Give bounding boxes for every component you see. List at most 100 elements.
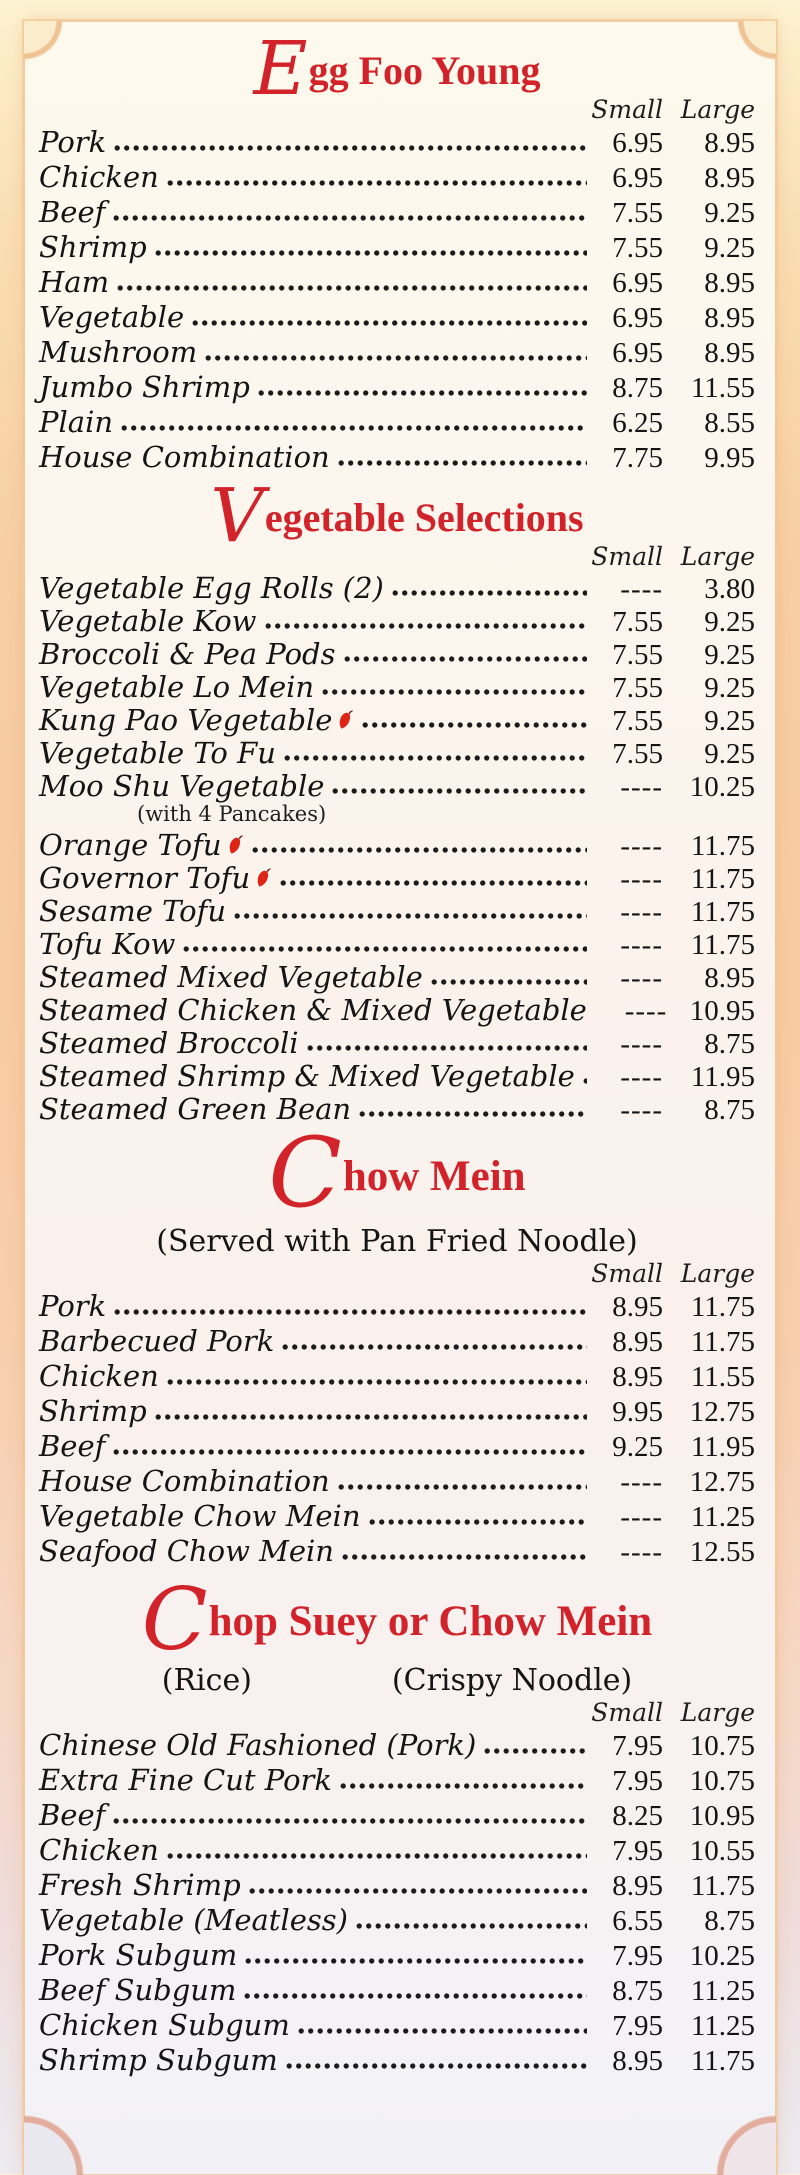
menu-item-name: Shrimp	[39, 229, 147, 264]
price-large: 9.25	[704, 737, 755, 770]
menu-item-row: Steamed Green Bean ---- 8.75	[39, 1091, 755, 1126]
menu-item-name: House Combination	[39, 1463, 330, 1498]
column-header-small: Small	[591, 1698, 663, 1728]
menu-item-name: Governor Tofu	[39, 860, 251, 895]
price-small: 9.95	[612, 1395, 663, 1428]
section-vegetable-selections: Vegetable Selections Small Large Vegetable …	[39, 479, 755, 1126]
price-large: 11.75	[690, 829, 755, 862]
column-headers: Small Large	[39, 1698, 755, 1728]
column-header-large: Large	[680, 1258, 755, 1288]
dot-leader	[285, 2060, 587, 2071]
column-header-small: Small	[591, 1258, 663, 1288]
price-small: ----	[620, 1500, 663, 1533]
menu-item-row: Kung Pao Vegetable 7.55 9.25	[39, 703, 755, 737]
dot-leader	[282, 1341, 587, 1352]
menu-item-name: Mushroom	[39, 334, 198, 369]
menu-item-row: Beef 7.55 9.25	[39, 195, 755, 230]
dot-leader	[306, 1042, 587, 1053]
price-large: 8.95	[704, 301, 755, 334]
price-small: 8.95	[612, 1325, 663, 1358]
menu-item-name: Beef	[39, 194, 106, 229]
price-small: 8.75	[612, 1974, 663, 2007]
dot-leader	[117, 282, 587, 293]
dot-leader	[430, 976, 587, 987]
dot-leader	[343, 653, 587, 664]
price-small: ----	[620, 961, 663, 994]
menu-item-name: Fresh Shrimp	[39, 1867, 241, 1902]
price-small: 6.95	[612, 301, 663, 334]
dot-leader	[341, 1551, 587, 1562]
menu-item-name: Sesame Tofu	[39, 893, 227, 928]
menu-item-name: Barbecued Pork	[39, 1323, 275, 1358]
menu-item-name: Tofu Kow	[39, 926, 176, 961]
menu-item-row: House Combination 7.75 9.95	[39, 440, 755, 475]
menu-item-name: Extra Fine Cut Pork	[39, 1762, 332, 1797]
menu-item-row: Vegetable Lo Mein 7.55 9.25	[39, 670, 755, 704]
dot-leader	[192, 317, 587, 328]
menu-item-row: Steamed Broccoli ---- 8.75	[39, 1026, 755, 1060]
menu-item-name: Steamed Green Bean	[39, 1091, 352, 1126]
price-small: ----	[620, 770, 663, 803]
menu-item-row: Governor Tofu ---- 11.75	[39, 860, 755, 895]
menu-item-row: Sesame Tofu ---- 11.75	[39, 893, 755, 928]
menu-item-name: Plain	[39, 404, 114, 439]
dot-leader	[355, 1920, 587, 1931]
price-large: 9.25	[704, 671, 755, 704]
menu-card: Egg Foo Young Small Large Pork 6.95 8.95 Chick…	[24, 21, 776, 2175]
price-small: 8.75	[612, 371, 663, 404]
price-small: 7.75	[612, 441, 663, 474]
column-header-large: Large	[680, 1698, 755, 1728]
price-small: 6.55	[612, 1904, 663, 1937]
menu-item-row: Chinese Old Fashioned (Pork) 7.95 10.75	[39, 1728, 755, 1763]
price-small: ----	[620, 895, 663, 928]
dot-leader	[359, 1108, 587, 1119]
dot-leader	[244, 1990, 587, 2001]
column-header-large: Large	[680, 95, 755, 124]
menu-item-name: Steamed Mixed Vegetable	[39, 959, 423, 994]
price-large: 10.25	[689, 1939, 755, 1972]
price-large: 8.75	[704, 1904, 755, 1937]
menu-item-row: Mushroom 6.95 8.95	[39, 335, 755, 370]
menu-item-name: Chicken	[39, 159, 159, 194]
menu-item-row: Chicken 6.95 8.95	[39, 160, 755, 195]
price-small: ----	[620, 572, 663, 605]
price-large: 11.75	[690, 1325, 755, 1358]
menu-item-row: Vegetable To Fu 7.55 9.25	[39, 735, 755, 770]
menu-item-name: Moo Shu Vegetable	[39, 768, 325, 803]
menu-item-row: Vegetable Egg Rolls (2) ---- 3.80	[39, 570, 755, 605]
corner-notch-top-left	[24, 21, 64, 61]
dot-leader	[582, 1075, 587, 1086]
price-large: 10.95	[689, 1799, 755, 1832]
price-large: 11.55	[690, 1360, 755, 1393]
price-large: 8.75	[704, 1027, 755, 1060]
price-small: 7.55	[612, 704, 663, 737]
menu-item-row: Pork Subgum 7.95 10.25	[39, 1938, 755, 1973]
price-small: 7.95	[612, 1939, 663, 1972]
menu-item-name: Vegetable Egg Rolls (2)	[39, 570, 384, 605]
price-small: 7.55	[612, 737, 663, 770]
menu-item-name: Beef Subgum	[39, 1972, 237, 2007]
dot-leader	[257, 387, 587, 398]
section-title-rest: gg Foo Young	[308, 48, 541, 93]
price-large: 10.55	[689, 1834, 755, 1867]
price-small: ----	[620, 1093, 663, 1126]
price-large: 11.75	[690, 1869, 755, 1902]
section-title-egg-foo-young: Egg Foo Young	[253, 26, 541, 112]
menu-item-name: Vegetable To Fu	[39, 735, 276, 770]
price-small: ----	[620, 1535, 663, 1568]
dot-leader	[114, 1306, 587, 1317]
price-small: 7.95	[612, 1729, 663, 1762]
dot-leader	[121, 422, 587, 433]
dot-leader	[114, 142, 587, 153]
dot-leader	[113, 212, 587, 223]
menu-item-row: Extra Fine Cut Pork 7.95 10.75	[39, 1763, 755, 1798]
section-chop-suey-or-chow-mein: Chop Suey or Chow Mein (Rice) (Crispy Nood…	[39, 1577, 755, 2078]
menu-item-row: Broccoli & Pea Pods 7.55 9.25	[39, 637, 755, 671]
dot-leader	[113, 1446, 587, 1457]
price-small: 7.55	[612, 638, 663, 671]
column-header-large: Large	[680, 541, 755, 571]
menu-item-row: Pork 6.95 8.95	[39, 125, 755, 160]
price-small: 8.95	[612, 2044, 663, 2077]
spicy-pepper-icon	[257, 862, 272, 895]
price-small: 6.95	[612, 336, 663, 369]
